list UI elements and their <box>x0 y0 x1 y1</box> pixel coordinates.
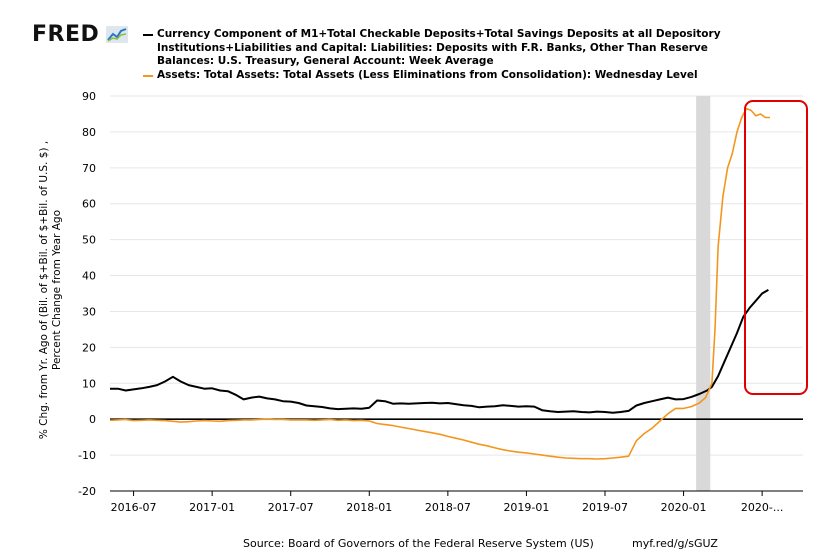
short-link[interactable]: myf.red/g/sGUZ <box>632 537 718 550</box>
chart-legend: Currency Component of M1+Total Checkable… <box>143 28 743 82</box>
y-axis-label-line1: % Chg. from Yr. Ago of (Bil. of $+Bil. o… <box>38 141 50 439</box>
line-chart-icon <box>106 26 128 43</box>
y-tick-label: 60 <box>82 198 96 211</box>
x-tick-label: 2018-07 <box>425 501 471 514</box>
legend-label-series2: Assets: Total Assets: Total Assets (Less… <box>157 68 698 81</box>
x-tick-label: 2019-07 <box>582 501 628 514</box>
y-tick-label: 30 <box>82 305 96 318</box>
y-tick-label: 70 <box>82 162 96 175</box>
x-tick-label: 2017-07 <box>268 501 314 514</box>
series-line-2 <box>109 107 770 460</box>
x-tick-label: 2018-01 <box>346 501 392 514</box>
y-tick-label: 40 <box>82 270 96 283</box>
source-note: Source: Board of Governors of the Federa… <box>243 537 594 550</box>
legend-swatch-series1 <box>143 34 153 36</box>
highlight-box <box>744 100 808 395</box>
legend-entry-series2: Assets: Total Assets: Total Assets (Less… <box>143 69 743 83</box>
x-tick-label: 2020-01 <box>661 501 707 514</box>
y-tick-label: 20 <box>82 341 96 354</box>
y-tick-label: 0 <box>89 413 96 426</box>
legend-entry-series1: Currency Component of M1+Total Checkable… <box>143 28 743 69</box>
x-tick-label: 2019-01 <box>503 501 549 514</box>
y-tick-label: 80 <box>82 126 96 139</box>
y-tick-label: 50 <box>82 234 96 247</box>
series-line-1 <box>110 289 769 414</box>
x-tick-label: 2020-... <box>741 501 783 514</box>
y-tick-label: 90 <box>82 90 96 103</box>
fred-logo: FRED <box>32 22 100 47</box>
legend-label-series1: Currency Component of M1+Total Checkable… <box>157 28 721 67</box>
recession-shading <box>696 96 711 491</box>
x-tick-label: 2017-01 <box>189 501 235 514</box>
y-tick-label: -20 <box>78 485 96 498</box>
y-tick-label: -10 <box>78 449 96 462</box>
legend-swatch-series2 <box>143 74 153 77</box>
y-tick-label: 10 <box>82 377 96 390</box>
x-tick-label: 2016-07 <box>111 501 157 514</box>
y-axis-label-line2: Percent Change from Year Ago <box>51 210 63 370</box>
